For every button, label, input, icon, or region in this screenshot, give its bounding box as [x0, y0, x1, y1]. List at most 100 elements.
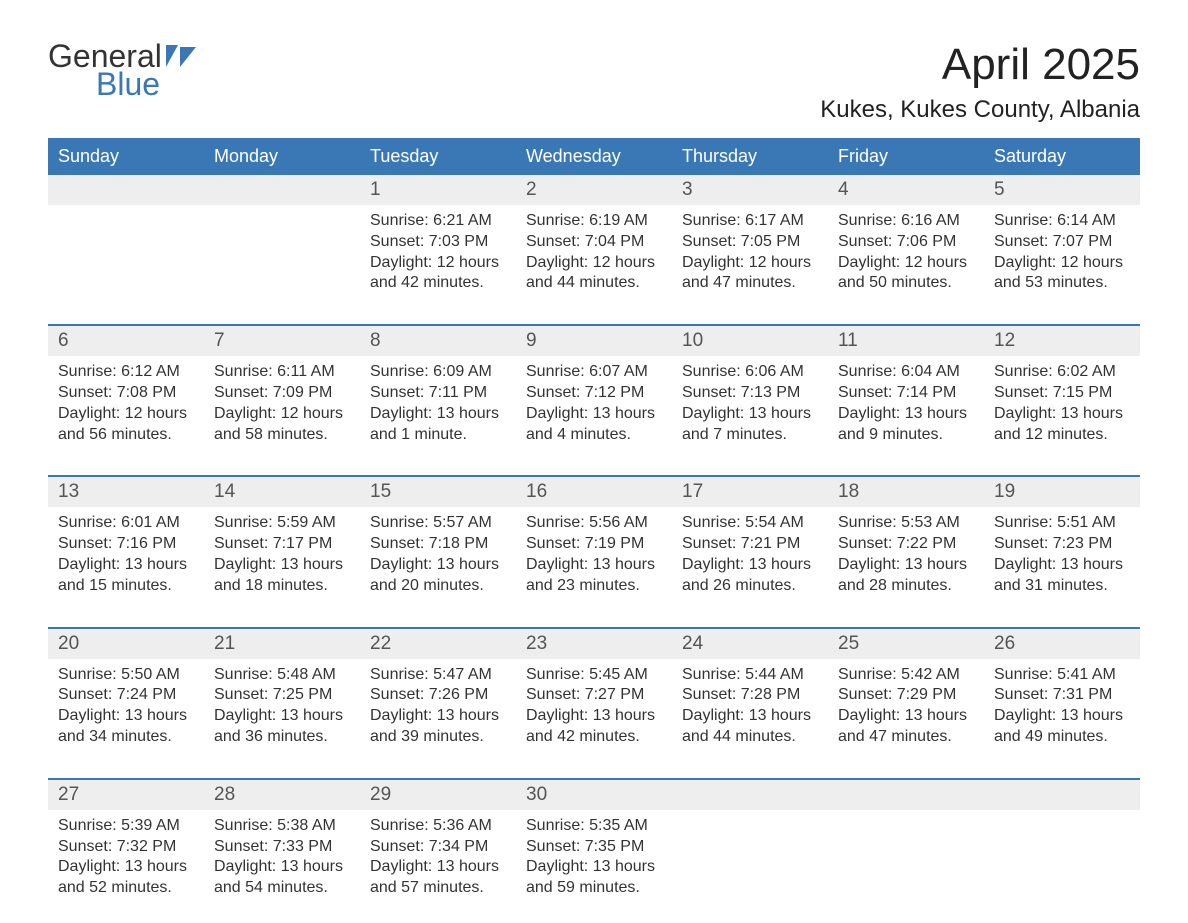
sunrise-text: Sunrise: 5:39 AM: [58, 816, 194, 837]
sunset-text: Sunset: 7:29 PM: [838, 685, 974, 706]
sunrise-text: Sunrise: 6:16 AM: [838, 211, 974, 232]
day-cell: Sunrise: 5:45 AMSunset: 7:27 PMDaylight:…: [516, 659, 672, 754]
calendar: SundayMondayTuesdayWednesdayThursdayFrid…: [48, 138, 1140, 923]
calendar-week: 6789101112Sunrise: 6:12 AMSunset: 7:08 P…: [48, 324, 1140, 469]
daylight-text: Daylight: 13 hours and 57 minutes.: [370, 857, 506, 899]
daylight-text: Daylight: 13 hours and 26 minutes.: [682, 555, 818, 597]
day-number: 4: [828, 175, 984, 205]
sunrise-text: Sunrise: 6:21 AM: [370, 211, 506, 232]
sunset-text: Sunset: 7:24 PM: [58, 685, 194, 706]
sunset-text: Sunset: 7:35 PM: [526, 837, 662, 858]
sunset-text: Sunset: 7:25 PM: [214, 685, 350, 706]
day-cell: Sunrise: 5:36 AMSunset: 7:34 PMDaylight:…: [360, 810, 516, 905]
day-header: Monday: [204, 138, 360, 175]
sunrise-text: Sunrise: 5:50 AM: [58, 665, 194, 686]
calendar-week: 13141516171819Sunrise: 6:01 AMSunset: 7:…: [48, 475, 1140, 620]
day-cell: Sunrise: 5:59 AMSunset: 7:17 PMDaylight:…: [204, 507, 360, 602]
daylight-text: Daylight: 13 hours and 23 minutes.: [526, 555, 662, 597]
day-cell: [48, 205, 204, 300]
sunset-text: Sunset: 7:21 PM: [682, 534, 818, 555]
sunset-text: Sunset: 7:13 PM: [682, 383, 818, 404]
day-number: 27: [48, 780, 204, 810]
sunset-text: Sunset: 7:04 PM: [526, 232, 662, 253]
sunset-text: Sunset: 7:11 PM: [370, 383, 506, 404]
sunrise-text: Sunrise: 6:09 AM: [370, 362, 506, 383]
sunrise-text: Sunrise: 5:57 AM: [370, 513, 506, 534]
sunrise-text: Sunrise: 6:19 AM: [526, 211, 662, 232]
daylight-text: Daylight: 13 hours and 39 minutes.: [370, 706, 506, 748]
sunrise-text: Sunrise: 6:06 AM: [682, 362, 818, 383]
sunrise-text: Sunrise: 5:41 AM: [994, 665, 1130, 686]
daylight-text: Daylight: 12 hours and 44 minutes.: [526, 253, 662, 295]
sunrise-text: Sunrise: 6:17 AM: [682, 211, 818, 232]
day-cell: [204, 205, 360, 300]
logo-text-blue: Blue: [48, 68, 204, 100]
day-body-row: Sunrise: 6:12 AMSunset: 7:08 PMDaylight:…: [48, 356, 1140, 469]
day-number: 8: [360, 326, 516, 356]
day-cell: Sunrise: 6:04 AMSunset: 7:14 PMDaylight:…: [828, 356, 984, 451]
sunset-text: Sunset: 7:32 PM: [58, 837, 194, 858]
sunrise-text: Sunrise: 6:01 AM: [58, 513, 194, 534]
daylight-text: Daylight: 13 hours and 12 minutes.: [994, 404, 1130, 446]
day-number: 17: [672, 477, 828, 507]
sunset-text: Sunset: 7:16 PM: [58, 534, 194, 555]
calendar-week: 12345Sunrise: 6:21 AMSunset: 7:03 PMDayl…: [48, 175, 1140, 318]
daynum-row: 12345: [48, 175, 1140, 205]
day-cell: Sunrise: 5:44 AMSunset: 7:28 PMDaylight:…: [672, 659, 828, 754]
day-header: Wednesday: [516, 138, 672, 175]
daylight-text: Daylight: 13 hours and 44 minutes.: [682, 706, 818, 748]
daylight-text: Daylight: 13 hours and 4 minutes.: [526, 404, 662, 446]
sunrise-text: Sunrise: 6:07 AM: [526, 362, 662, 383]
daylight-text: Daylight: 12 hours and 56 minutes.: [58, 404, 194, 446]
sunset-text: Sunset: 7:15 PM: [994, 383, 1130, 404]
day-cell: Sunrise: 6:09 AMSunset: 7:11 PMDaylight:…: [360, 356, 516, 451]
daylight-text: Daylight: 13 hours and 18 minutes.: [214, 555, 350, 597]
day-cell: Sunrise: 6:02 AMSunset: 7:15 PMDaylight:…: [984, 356, 1140, 451]
day-cell: Sunrise: 6:01 AMSunset: 7:16 PMDaylight:…: [48, 507, 204, 602]
sunset-text: Sunset: 7:09 PM: [214, 383, 350, 404]
day-cell: [672, 810, 828, 905]
sunset-text: Sunset: 7:05 PM: [682, 232, 818, 253]
day-cell: Sunrise: 5:48 AMSunset: 7:25 PMDaylight:…: [204, 659, 360, 754]
title-block: April 2025 Kukes, Kukes County, Albania: [820, 40, 1140, 124]
sunrise-text: Sunrise: 5:38 AM: [214, 816, 350, 837]
day-number: 5: [984, 175, 1140, 205]
day-number: 21: [204, 629, 360, 659]
daynum-row: 13141516171819: [48, 477, 1140, 507]
day-number: 30: [516, 780, 672, 810]
day-number: 24: [672, 629, 828, 659]
sunrise-text: Sunrise: 6:04 AM: [838, 362, 974, 383]
daylight-text: Daylight: 13 hours and 49 minutes.: [994, 706, 1130, 748]
sunrise-text: Sunrise: 5:47 AM: [370, 665, 506, 686]
day-number: 28: [204, 780, 360, 810]
sunrise-text: Sunrise: 5:45 AM: [526, 665, 662, 686]
sunset-text: Sunset: 7:14 PM: [838, 383, 974, 404]
daylight-text: Daylight: 13 hours and 42 minutes.: [526, 706, 662, 748]
sunset-text: Sunset: 7:34 PM: [370, 837, 506, 858]
month-title: April 2025: [820, 40, 1140, 90]
day-cell: Sunrise: 6:14 AMSunset: 7:07 PMDaylight:…: [984, 205, 1140, 300]
calendar-body: 12345Sunrise: 6:21 AMSunset: 7:03 PMDayl…: [48, 175, 1140, 923]
day-number: 29: [360, 780, 516, 810]
sunrise-text: Sunrise: 5:35 AM: [526, 816, 662, 837]
daylight-text: Daylight: 12 hours and 50 minutes.: [838, 253, 974, 295]
calendar-week: 27282930 Sunrise: 5:39 AMSunset: 7:32 PM D…: [48, 778, 1140, 923]
day-number: [48, 175, 204, 205]
sunset-text: Sunset: 7:07 PM: [994, 232, 1130, 253]
sunrise-text: Sunrise: 5:36 AM: [370, 816, 506, 837]
day-cell: [828, 810, 984, 905]
sunrise-text: Sunrise: 5:56 AM: [526, 513, 662, 534]
sunset-text: Sunset: 7:28 PM: [682, 685, 818, 706]
calendar-week: 20212223242526Sunrise: 5:50 AMSunset: 7:…: [48, 627, 1140, 772]
sunrise-text: Sunrise: 5:53 AM: [838, 513, 974, 534]
day-number: 15: [360, 477, 516, 507]
sunrise-text: Sunrise: 5:51 AM: [994, 513, 1130, 534]
day-number: 3: [672, 175, 828, 205]
day-cell: Sunrise: 5:42 AMSunset: 7:29 PMDaylight:…: [828, 659, 984, 754]
day-number: 12: [984, 326, 1140, 356]
daynum-row: 6789101112: [48, 326, 1140, 356]
day-number: 7: [204, 326, 360, 356]
sunset-text: Sunset: 7:12 PM: [526, 383, 662, 404]
sunset-text: Sunset: 7:19 PM: [526, 534, 662, 555]
sunrise-text: Sunrise: 6:14 AM: [994, 211, 1130, 232]
